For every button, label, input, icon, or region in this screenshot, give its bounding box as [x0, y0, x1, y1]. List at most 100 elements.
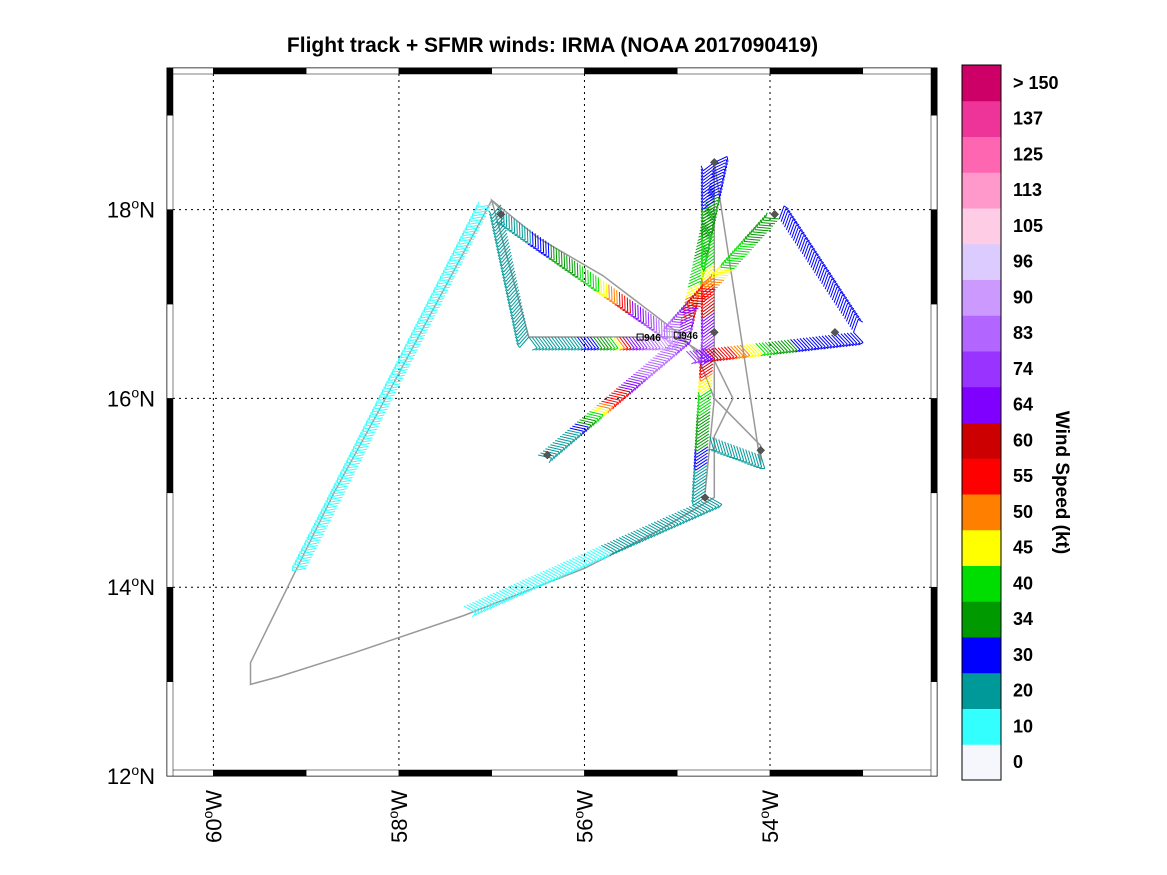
frame-segment-bottom	[398, 769, 492, 777]
wind-barb	[398, 360, 413, 364]
wind-barb-flag	[604, 410, 609, 416]
frame-segment-top	[584, 67, 678, 75]
wind-barb-flag	[412, 329, 414, 336]
wind-barb	[330, 494, 344, 498]
wind-barb	[789, 221, 796, 236]
wind-barb	[577, 555, 591, 563]
wind-barb	[504, 587, 518, 596]
wind-barb	[579, 419, 594, 424]
wind-barb	[341, 471, 356, 475]
wind-barb-flag	[643, 377, 648, 383]
wind-barb	[441, 275, 456, 279]
wind-barb-flag	[616, 347, 622, 351]
wind-barb	[508, 286, 519, 298]
wind-barb	[731, 255, 746, 258]
frame-segment-bottom	[862, 769, 938, 777]
wind-barb	[322, 508, 337, 512]
colorbar-border	[961, 64, 1002, 781]
wind-barb	[472, 601, 486, 610]
wind-barb-flag	[458, 238, 461, 245]
wind-barb	[691, 504, 705, 513]
y-tick-label-0: 12oN	[107, 762, 155, 789]
wind-barb	[595, 275, 597, 290]
wind-barb-flag	[741, 355, 747, 359]
wind-barb	[698, 414, 711, 424]
colorbar-swatch-19	[962, 65, 1001, 102]
wind-barb-flag	[694, 442, 698, 449]
wind-barb	[638, 336, 648, 349]
wind-barb-flag	[659, 529, 664, 535]
wind-barb	[591, 409, 606, 414]
wind-barb	[360, 434, 375, 438]
wind-barb	[587, 269, 589, 285]
wind-barb	[705, 283, 720, 286]
wind-barb	[495, 591, 509, 600]
frame-segment-right	[930, 114, 938, 210]
wind-barb-flag	[700, 328, 704, 335]
wind-barb	[621, 535, 635, 544]
wind-barb-flag	[706, 359, 713, 363]
grid-layer	[167, 68, 937, 777]
wind-barb-flag	[642, 347, 648, 351]
wind-barb-flag	[698, 382, 701, 388]
wind-barb-flag	[763, 352, 769, 357]
wind-barb-flag	[826, 345, 832, 350]
wind-barb	[332, 488, 347, 492]
wind-barb-flag	[632, 347, 638, 351]
wind-barb-flag	[700, 245, 704, 252]
wind-barb-flag	[655, 347, 661, 351]
frame-segment-right	[930, 492, 938, 588]
wind-barb-flag	[553, 453, 558, 460]
wind-barb-flag	[559, 265, 565, 269]
map-frame	[166, 67, 938, 777]
wind-barb	[694, 474, 707, 484]
wind-barb-flag	[474, 611, 480, 616]
wind-barb-flag	[696, 407, 700, 414]
wind-barb	[695, 349, 706, 361]
wind-barb	[609, 541, 623, 549]
wind-barb	[380, 394, 395, 398]
wind-barb-flag	[700, 309, 704, 316]
wind-barb-flag	[699, 366, 702, 372]
wind-barb	[450, 258, 465, 262]
wind-barb-flag	[697, 360, 703, 364]
wind-barb	[698, 349, 710, 361]
wind-barb	[507, 280, 518, 292]
wind-barb-flag	[641, 537, 647, 543]
wind-barb-flag	[464, 227, 466, 233]
wind-barb	[444, 269, 459, 274]
wind-barb-flag	[845, 343, 851, 347]
wind-barb	[702, 270, 715, 281]
drop-marker-5	[756, 445, 766, 455]
wind-barb-flag	[838, 289, 844, 294]
wind-barb	[464, 229, 479, 234]
wind-barb-flag	[695, 423, 699, 430]
wind-barb	[752, 231, 767, 234]
wind-barb	[451, 255, 466, 259]
wind-barb-flag	[409, 335, 411, 341]
wind-barb-flag	[510, 317, 515, 323]
wind-barb-flag	[707, 276, 711, 282]
wind-barb-flag	[486, 606, 492, 611]
wind-barb	[515, 320, 526, 333]
wind-barb-flag	[690, 295, 694, 301]
wind-barb	[701, 288, 716, 291]
wind-barb	[671, 328, 673, 343]
wind-barb-flag	[521, 590, 527, 596]
colorbar-swatch-11	[962, 351, 1001, 388]
wind-barb-flag	[836, 344, 842, 348]
wind-barb	[805, 246, 812, 260]
wind-barb	[501, 251, 512, 263]
wind-barb	[574, 423, 589, 428]
wind-barb-flag	[845, 299, 851, 304]
wind-barb-flag	[574, 276, 581, 279]
wind-barb	[402, 352, 417, 356]
wind-barb	[569, 427, 584, 432]
wind-barb-flag	[716, 358, 722, 362]
wind-barb	[695, 452, 708, 462]
wind-barb-flag	[667, 340, 673, 344]
wind-barb-flag	[497, 254, 502, 260]
wind-barb-flag	[721, 181, 724, 187]
wind-barb-flag	[848, 343, 854, 347]
wind-leg-9	[488, 204, 530, 348]
